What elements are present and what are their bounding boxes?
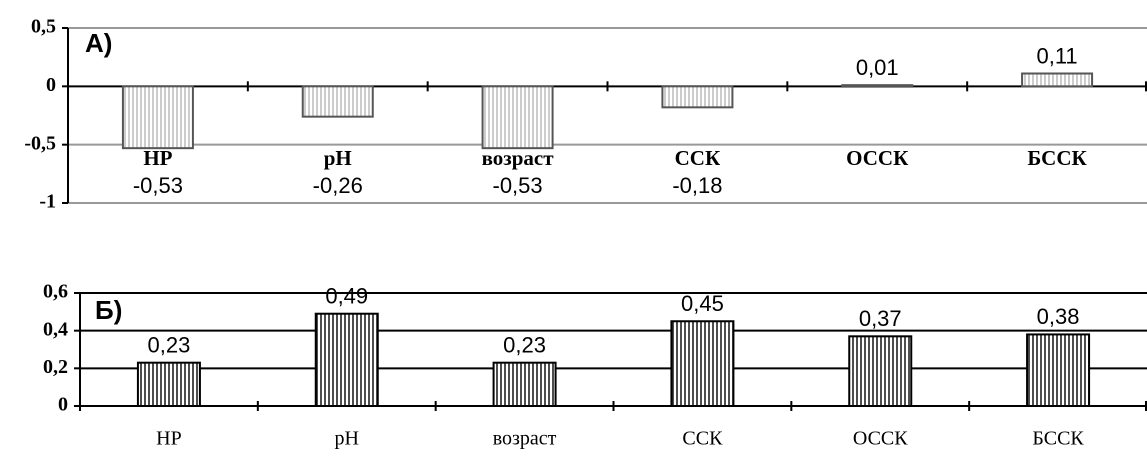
- bar: [1021, 72, 1094, 88]
- value-label: -0,26: [313, 173, 363, 198]
- y-tick-label: -0,5: [24, 132, 56, 154]
- y-tick-label: 0,5: [31, 16, 56, 38]
- value-label: 0,37: [859, 306, 902, 331]
- bar: [301, 85, 374, 118]
- x-tick-label: возраст: [482, 146, 555, 170]
- bar: [661, 85, 734, 109]
- x-tick-label: БССК: [1027, 146, 1087, 170]
- bar: [841, 84, 914, 88]
- bar: [136, 361, 201, 407]
- bar: [670, 320, 735, 407]
- y-tick-label: 0,6: [43, 281, 68, 303]
- bar: [848, 335, 913, 408]
- x-tick-label: рН: [335, 428, 359, 450]
- x-tick-label: НР: [156, 428, 182, 450]
- x-tick-label: ОССК: [853, 428, 908, 450]
- x-tick-label: ССК: [682, 428, 723, 450]
- bar: [121, 85, 194, 150]
- value-label: -0,53: [133, 173, 183, 198]
- x-tick-label: НР: [143, 146, 172, 170]
- value-label: 0,23: [148, 332, 191, 357]
- chart-title: А): [85, 28, 112, 58]
- x-tick-label: ССК: [675, 146, 721, 170]
- bar: [481, 85, 554, 150]
- x-tick-label: возраст: [493, 428, 557, 450]
- x-tick-label: рН: [324, 146, 352, 170]
- value-label: 0,11: [1036, 43, 1077, 68]
- bar: [1026, 333, 1091, 407]
- value-label: 0,23: [503, 332, 546, 357]
- bar: [492, 361, 557, 407]
- x-tick-label: БССК: [1032, 428, 1084, 450]
- value-label: 0,49: [325, 284, 368, 309]
- y-tick-label: 0,2: [43, 356, 68, 378]
- y-tick-label: 0,4: [43, 318, 68, 340]
- value-label: 0,45: [681, 291, 724, 316]
- value-label: 0,01: [856, 55, 899, 80]
- y-tick-label: 0: [46, 74, 56, 96]
- value-label: -0,18: [672, 173, 722, 198]
- bar: [314, 312, 379, 408]
- x-tick-label: ОССК: [846, 146, 909, 170]
- y-tick-label: 0: [58, 394, 68, 416]
- y-tick-label: -1: [39, 191, 56, 213]
- chart-title: Б): [95, 295, 122, 325]
- value-label: -0,53: [493, 173, 543, 198]
- value-label: 0,38: [1037, 304, 1080, 329]
